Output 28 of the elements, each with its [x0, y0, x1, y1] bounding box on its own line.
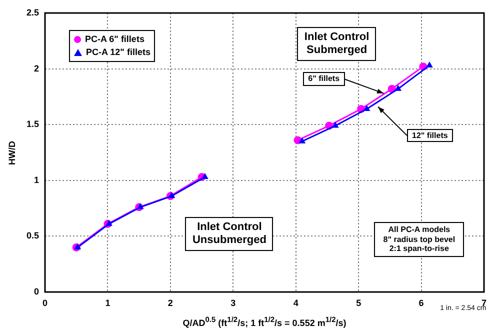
point	[394, 84, 402, 91]
point	[201, 173, 208, 180]
x-tick-label: 2	[168, 298, 173, 308]
x-tick-label: 1	[105, 298, 110, 308]
point	[332, 122, 339, 128]
x-tick-label: 6	[418, 298, 424, 308]
annotation: 6" fillets	[303, 72, 345, 86]
annotation: All PC-A models 8" radius top bevel 2:1 span-to-rise	[374, 222, 464, 258]
legend-label: PC-A 12" fillets	[86, 47, 150, 57]
x-tick-label: 0	[42, 298, 48, 308]
x-tick-label: 5	[356, 298, 362, 308]
y-tick-label: 2.5	[26, 7, 39, 18]
x-tick-label: 3	[230, 298, 236, 308]
point	[426, 61, 433, 68]
y-tick-label: 0.5	[26, 230, 39, 241]
point	[363, 104, 370, 111]
annotation: Inlet Control Unsubmerged	[185, 216, 274, 252]
annotation: 12" fillets	[407, 128, 453, 142]
point	[298, 137, 306, 144]
x-tick-label: 4	[293, 298, 298, 308]
annotation: Inlet Control Submerged	[297, 26, 376, 62]
y-tick-label: 1	[34, 174, 39, 185]
legend-label: PC-A 6" fillets	[85, 34, 144, 44]
y-tick-label: 2	[34, 63, 39, 74]
y-tick-label: 0	[34, 286, 39, 296]
y-tick-label: 1.5	[26, 119, 39, 130]
y-axis-title: HW/D	[7, 140, 17, 164]
text: Q/AD$^{0.5}$ (ft$^{1/2}$/s; 1 ft$^{1/2}$/s = 0.552 m$^{1/2}$/s)	[182, 315, 346, 328]
